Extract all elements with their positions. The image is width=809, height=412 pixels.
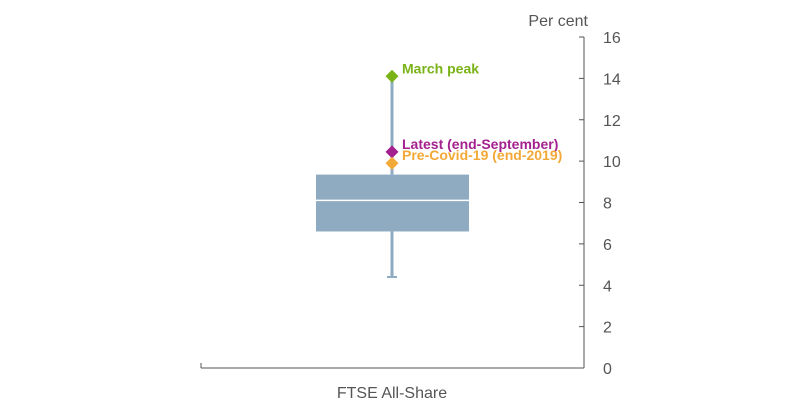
marker-label: March peak: [402, 60, 479, 76]
plot-area: March peak Latest (end-September)Pre-Covi…: [316, 60, 562, 278]
y-unit-label: Per cent: [528, 13, 588, 30]
x-category-label: FTSE All-Share: [337, 385, 447, 402]
axes: 0 2 4 6 8 10 12 14 16 FTSE All-Share: [200, 30, 621, 402]
y-tick-label: 14: [603, 71, 621, 88]
iqr-box: [316, 174, 469, 232]
y-tick-label: 12: [603, 113, 621, 130]
y-tick-label: 16: [603, 30, 621, 47]
marker-diamond: [385, 156, 399, 170]
marker-diamond: [385, 145, 399, 159]
marker-diamond: [385, 69, 399, 83]
y-tick-label: 0: [603, 361, 612, 378]
y-tick-label: 10: [603, 154, 621, 171]
marker-label: Pre-Covid-19 (end-2019): [402, 147, 562, 163]
y-tick-label: 8: [603, 196, 612, 213]
y-tick-label: 2: [603, 320, 612, 337]
y-tick-label: 6: [603, 237, 612, 254]
y-tick-label: 4: [603, 278, 612, 295]
marker-label: Latest (end-September): [402, 136, 558, 152]
